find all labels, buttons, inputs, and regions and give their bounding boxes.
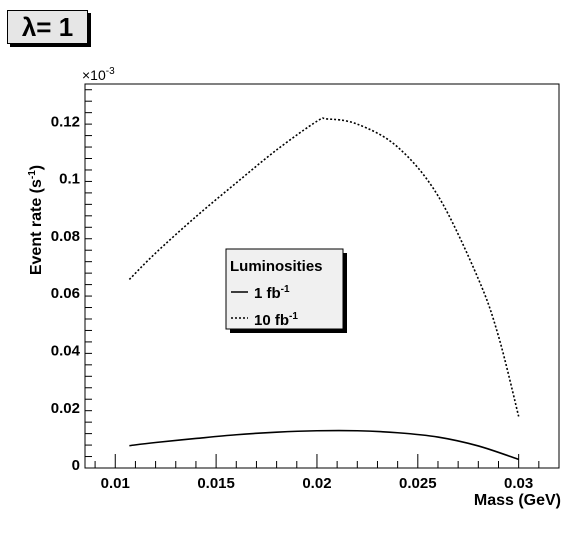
x-tick-label: 0.02 xyxy=(302,475,331,492)
x-tick-label: 0.01 xyxy=(101,475,130,492)
lambda-symbol: λ xyxy=(21,12,37,42)
series-lines xyxy=(128,117,520,461)
y-tick-label: 0.08 xyxy=(51,228,80,245)
x-axis-title: Mass (GeV) xyxy=(474,492,561,509)
plot-frame xyxy=(84,83,560,469)
legend-label-1fb: 1 fb-1 xyxy=(254,284,290,302)
legend-title: Luminosities xyxy=(230,258,323,275)
y-axis: 0 0.02 0.04 0.06 0.08 0.1 0.12 xyxy=(51,89,92,474)
y-tick-label: 0.02 xyxy=(51,400,80,417)
lambda-label: λ= 1 xyxy=(7,10,88,44)
y-tick-label: 0.04 xyxy=(51,343,81,360)
y-axis-title: Event rate (s-1) xyxy=(27,165,45,275)
lambda-value: = 1 xyxy=(36,12,74,42)
y-tick-label: 0.06 xyxy=(51,285,80,302)
legend-label-10fb: 10 fb-1 xyxy=(254,311,298,329)
x-axis: 0.01 0.015 0.02 0.025 0.03 xyxy=(94,454,560,492)
x-tick-label: 0.015 xyxy=(197,475,235,492)
y-multiplier: ×10-3 xyxy=(82,66,115,83)
y-tick-label: 0.1 xyxy=(59,171,80,188)
y-tick-label: 0 xyxy=(72,457,80,474)
series-line-10fb xyxy=(128,117,520,417)
x-tick-label: 0.03 xyxy=(504,475,533,492)
y-tick-label: 0.12 xyxy=(51,113,80,130)
x-tick-label: 0.025 xyxy=(399,475,437,492)
series-line-1fb xyxy=(129,429,519,461)
legend: Luminosities 1 fb-1 10 fb-1 xyxy=(225,248,347,333)
